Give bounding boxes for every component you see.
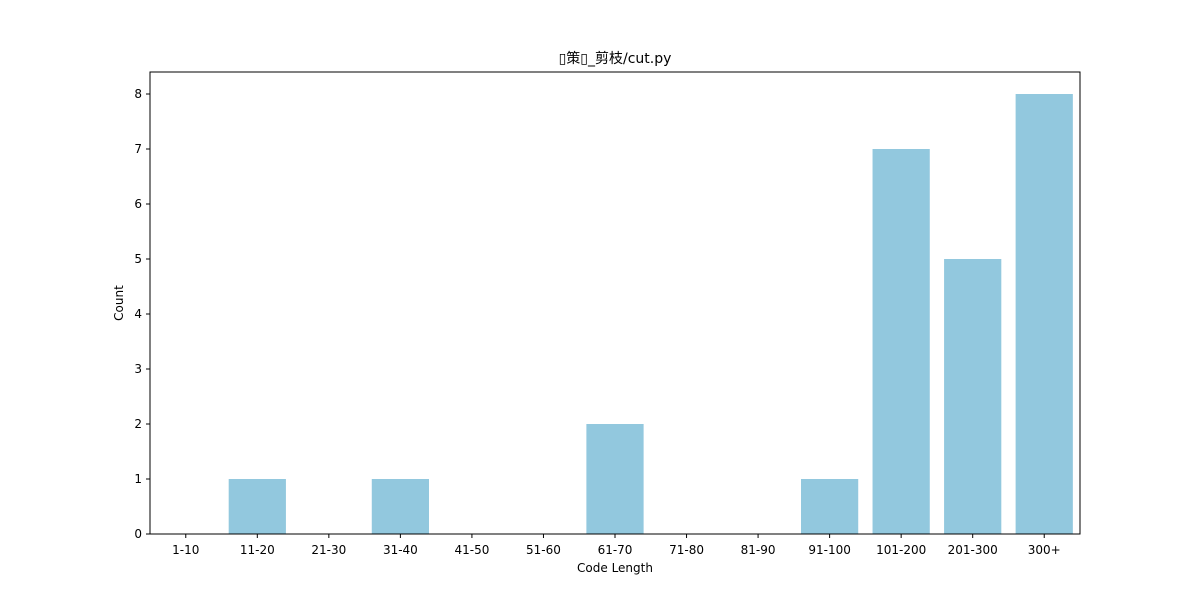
x-tick-label: 1-10	[172, 543, 199, 557]
y-tick-label: 4	[134, 307, 142, 321]
x-tick-label: 21-30	[311, 543, 346, 557]
x-tick-label: 71-80	[669, 543, 704, 557]
x-tick-label: 31-40	[383, 543, 418, 557]
x-tick-label: 91-100	[808, 543, 851, 557]
y-tick-label: 1	[134, 472, 142, 486]
x-tick-label: 201-300	[948, 543, 998, 557]
bar-300+	[1015, 94, 1073, 534]
x-tick-label: 41-50	[454, 543, 489, 557]
x-tick-label: 51-60	[526, 543, 561, 557]
y-tick-label: 0	[134, 527, 142, 541]
x-tick-label: 300+	[1028, 543, 1061, 557]
y-tick-label: 5	[134, 252, 142, 266]
y-tick-label: 8	[134, 87, 142, 101]
bar-31-40	[371, 479, 429, 534]
y-tick-label: 3	[134, 362, 142, 376]
bar-11-20	[228, 479, 286, 534]
y-tick-label: 2	[134, 417, 142, 431]
x-tick-label: 81-90	[741, 543, 776, 557]
plot-area: 1-10 11-20 21-30 31-40 41-50 51-60 61-70 71-80 8…	[134, 87, 1073, 557]
x-tick-label: 61-70	[598, 543, 633, 557]
y-tick-label: 6	[134, 197, 142, 211]
x-tick-label: 101-200	[876, 543, 926, 557]
y-tick-label: 7	[134, 142, 142, 156]
bar-91-100	[801, 479, 859, 534]
bar-201-300	[944, 259, 1002, 534]
chart-title: ▯策▯_剪枝/cut.py	[559, 50, 672, 67]
bar-101-200	[872, 149, 930, 534]
y-axis-label: Count	[112, 285, 126, 321]
bar-61-70	[586, 424, 644, 534]
x-tick-label: 11-20	[240, 543, 275, 557]
x-axis-label: Code Length	[577, 561, 653, 575]
plot-frame	[149, 71, 1081, 535]
